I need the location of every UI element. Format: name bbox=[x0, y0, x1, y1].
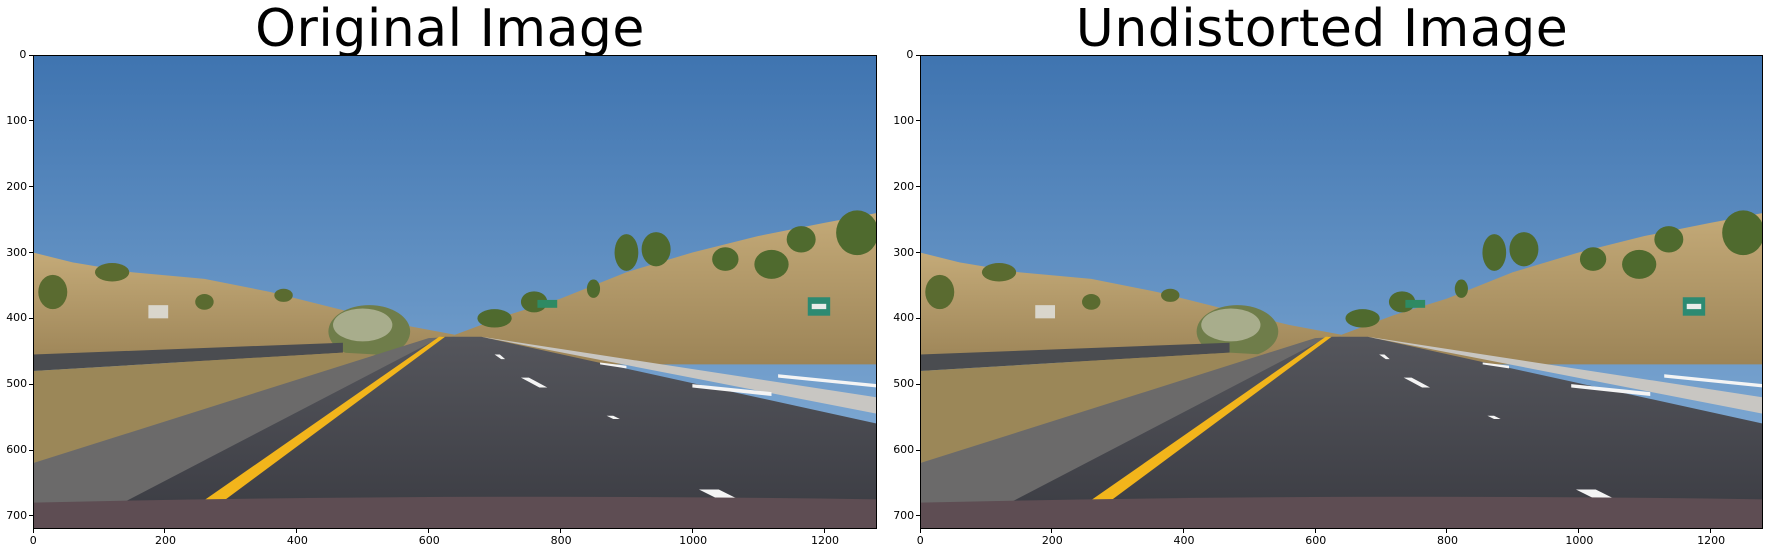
x-tick-label: 0 bbox=[916, 534, 924, 547]
y-tick-mark bbox=[29, 317, 33, 319]
y-tick-label: 400 bbox=[893, 311, 915, 325]
y-tick-label: 600 bbox=[893, 443, 915, 456]
y-tick-mark bbox=[916, 120, 920, 122]
x-tick-mark bbox=[1709, 529, 1711, 533]
y-tick-label: 300 bbox=[893, 245, 915, 259]
x-tick-label: 800 bbox=[1436, 534, 1458, 547]
y-tick-label: 600 bbox=[6, 443, 28, 456]
x-tick-mark bbox=[823, 529, 825, 533]
y-tick-label: 400 bbox=[6, 311, 28, 325]
y-tick-mark bbox=[916, 186, 920, 188]
x-tick-mark bbox=[919, 529, 921, 533]
y-tick-mark bbox=[916, 449, 920, 451]
y-tick-label: 100 bbox=[893, 113, 915, 127]
x-tick-label: 400 bbox=[1173, 534, 1195, 547]
y-tick-label: 700 bbox=[6, 508, 28, 522]
y-tick-mark bbox=[916, 252, 920, 253]
x-tick-label: 0 bbox=[29, 534, 37, 547]
y-tick-mark bbox=[29, 515, 33, 517]
x-tick-mark bbox=[32, 529, 34, 533]
panel-undistorted: Undistorted Image bbox=[884, 0, 1768, 553]
y-tick-mark bbox=[916, 317, 920, 319]
x-tick-mark bbox=[560, 529, 561, 533]
x-tick-mark bbox=[691, 529, 693, 533]
x-tick-label: 200 bbox=[1041, 534, 1063, 547]
y-tick-label: 500 bbox=[893, 377, 915, 391]
y-tick-label: 700 bbox=[893, 508, 915, 522]
y-tick-mark bbox=[29, 383, 33, 385]
y-tick-label: 200 bbox=[893, 179, 915, 193]
x-tick-label: 1200 bbox=[811, 534, 840, 547]
y-tick-label: 0 bbox=[19, 48, 27, 61]
road-photo bbox=[920, 55, 1763, 529]
x-tick-label: 1200 bbox=[1697, 534, 1726, 547]
x-tick-mark bbox=[1314, 529, 1316, 533]
y-tick-mark bbox=[29, 449, 33, 451]
road-photo bbox=[33, 55, 877, 529]
x-tick-mark bbox=[1446, 529, 1448, 533]
y-tick-label: 0 bbox=[906, 48, 914, 61]
y-tick-label: 200 bbox=[6, 179, 28, 193]
y-tick-mark bbox=[29, 252, 33, 253]
y-tick-mark bbox=[916, 54, 920, 56]
y-tick-label: 100 bbox=[6, 113, 28, 127]
x-tick-mark bbox=[164, 529, 166, 533]
x-tick-label: 1000 bbox=[679, 534, 708, 547]
x-tick-label: 600 bbox=[1305, 534, 1327, 547]
y-tick-mark bbox=[916, 383, 920, 385]
panel-title: Undistorted Image bbox=[1075, 0, 1569, 59]
x-tick-label: 400 bbox=[286, 534, 308, 547]
x-tick-label: 600 bbox=[418, 534, 440, 547]
x-tick-label: 1000 bbox=[1565, 534, 1594, 547]
panel-original: Original Image bbox=[255, 0, 644, 58]
x-tick-label: 800 bbox=[550, 534, 572, 547]
x-tick-mark bbox=[1578, 529, 1580, 533]
x-tick-mark bbox=[296, 529, 298, 533]
x-tick-mark bbox=[1051, 529, 1053, 533]
panel-title: Original Image bbox=[255, 0, 645, 59]
y-tick-mark bbox=[29, 120, 33, 122]
y-tick-mark bbox=[916, 515, 920, 517]
y-tick-label: 300 bbox=[6, 245, 28, 259]
x-tick-mark bbox=[428, 529, 430, 533]
y-tick-label: 500 bbox=[6, 377, 28, 391]
x-tick-label: 200 bbox=[154, 534, 176, 547]
y-tick-mark bbox=[29, 54, 33, 56]
x-tick-mark bbox=[1182, 529, 1184, 533]
y-tick-mark bbox=[29, 186, 33, 188]
